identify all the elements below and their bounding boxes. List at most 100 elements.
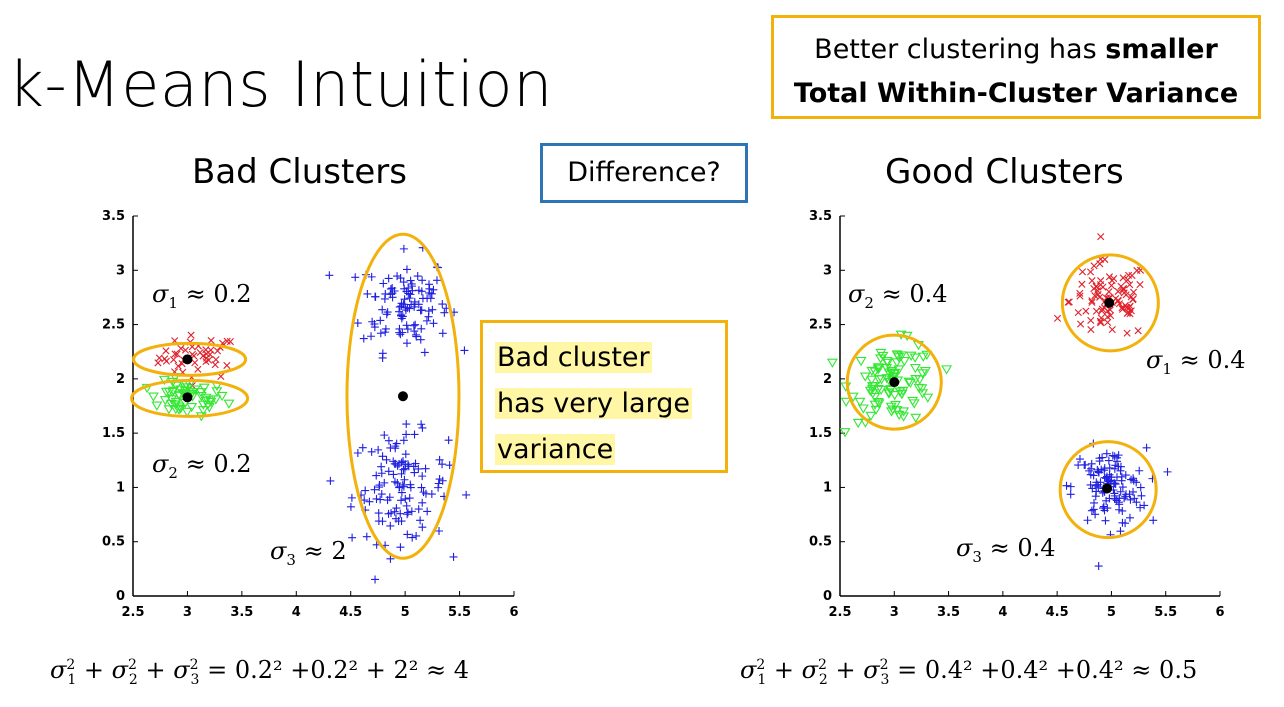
plus-marker <box>1116 466 1125 475</box>
x-marker <box>1078 280 1086 288</box>
plus-marker <box>406 483 415 492</box>
plus-marker <box>411 459 420 468</box>
plus-marker <box>419 488 428 497</box>
plus-marker <box>365 497 374 506</box>
x-marker <box>1134 327 1142 335</box>
bad-callout-line2: has very large <box>495 381 725 427</box>
triangle-marker <box>189 385 201 395</box>
x-marker <box>1114 287 1122 296</box>
cluster-circle-green <box>845 333 943 431</box>
sigma-symbol: σ <box>152 450 169 478</box>
triangle-marker <box>898 407 910 417</box>
plus-marker <box>397 488 406 497</box>
x-marker <box>1115 300 1124 308</box>
y-tick-label: 0.5 <box>809 535 832 550</box>
plus-marker <box>395 483 404 492</box>
triangle-marker <box>875 348 887 359</box>
plus-marker <box>360 496 369 505</box>
plus-marker <box>1120 494 1129 503</box>
triangle-marker <box>888 369 900 380</box>
plus-marker <box>392 504 401 513</box>
plus-marker <box>397 458 406 467</box>
plus-marker <box>392 439 401 448</box>
x-tick-label: 5 <box>401 605 410 620</box>
plus-marker <box>363 289 372 298</box>
plus-marker <box>396 543 405 552</box>
plus-marker <box>416 306 425 315</box>
plus-marker <box>428 305 437 314</box>
sigma-symbol: σ <box>152 280 169 308</box>
x-marker <box>1087 325 1095 334</box>
plus-marker <box>393 479 402 488</box>
y-tick-label: 1 <box>116 480 125 495</box>
triangle-marker <box>883 388 895 398</box>
plus-marker <box>402 420 411 429</box>
plus-marker <box>1066 482 1075 491</box>
x-tick-label: 3.5 <box>937 605 960 620</box>
x-marker <box>1126 281 1134 289</box>
plus-marker <box>410 300 419 309</box>
x-marker <box>1094 287 1102 295</box>
plus-marker <box>1091 510 1100 519</box>
triangle-marker <box>175 404 186 414</box>
sigma-value: 0.4 <box>1207 346 1246 374</box>
y-tick-label: 1.5 <box>102 426 125 441</box>
plus-marker <box>397 310 406 319</box>
bad-callout-text2: has very large <box>495 388 692 419</box>
plus-marker <box>381 328 390 337</box>
plus-marker <box>1087 506 1096 515</box>
triangle-marker <box>173 405 185 415</box>
x-marker <box>1119 274 1127 282</box>
plus-marker <box>403 510 412 519</box>
plus-marker <box>400 295 409 304</box>
plus-marker <box>377 469 386 478</box>
x-marker <box>211 361 219 369</box>
y-tick-label: 2.5 <box>809 318 832 333</box>
sigma-sub: 1 <box>168 293 178 312</box>
plus-marker <box>393 272 402 281</box>
approx-sign: ≈ <box>303 537 324 565</box>
plus-marker <box>1111 461 1120 470</box>
plus-marker <box>326 476 335 485</box>
plus-marker <box>371 575 380 584</box>
triangle-marker <box>223 399 235 409</box>
plus-marker <box>427 490 436 499</box>
plus-marker <box>404 283 413 292</box>
x-tick-label: 3 <box>890 605 899 620</box>
approx-sign: ≈ <box>1179 346 1200 374</box>
plus-marker <box>378 305 387 314</box>
y-tick-label: 3.5 <box>809 209 832 224</box>
plus-marker <box>401 450 410 459</box>
plus-marker <box>1102 496 1111 505</box>
plus-marker <box>407 507 416 516</box>
centroid-dot <box>397 391 408 402</box>
plus-marker <box>378 353 387 362</box>
plus-marker <box>359 334 368 343</box>
plus-marker <box>371 292 380 301</box>
eq-sub: 1 <box>757 671 767 688</box>
x-marker <box>1082 307 1090 315</box>
x-marker <box>196 348 204 357</box>
plus-marker <box>1094 468 1103 477</box>
plus-marker <box>374 509 383 518</box>
triangle-marker <box>865 411 877 422</box>
sigma-value: 0.2 <box>213 280 252 308</box>
triangle-marker <box>857 404 869 414</box>
x-marker <box>173 350 181 358</box>
plus-marker <box>417 483 426 492</box>
plus-marker <box>1113 473 1121 482</box>
x-marker <box>1117 282 1125 290</box>
x-marker <box>1053 314 1062 322</box>
triangle-marker <box>896 351 908 361</box>
callout-bold-variance: Total Within-Cluster Variance <box>793 78 1239 109</box>
plus-marker <box>405 304 414 313</box>
triangle-marker <box>852 418 864 429</box>
triangle-marker <box>195 391 207 402</box>
plus-marker <box>379 279 388 288</box>
plus-marker <box>1083 516 1092 525</box>
x-marker <box>177 344 185 353</box>
triangle-marker <box>866 366 878 377</box>
x-marker <box>206 350 214 359</box>
plus-marker <box>325 271 334 280</box>
